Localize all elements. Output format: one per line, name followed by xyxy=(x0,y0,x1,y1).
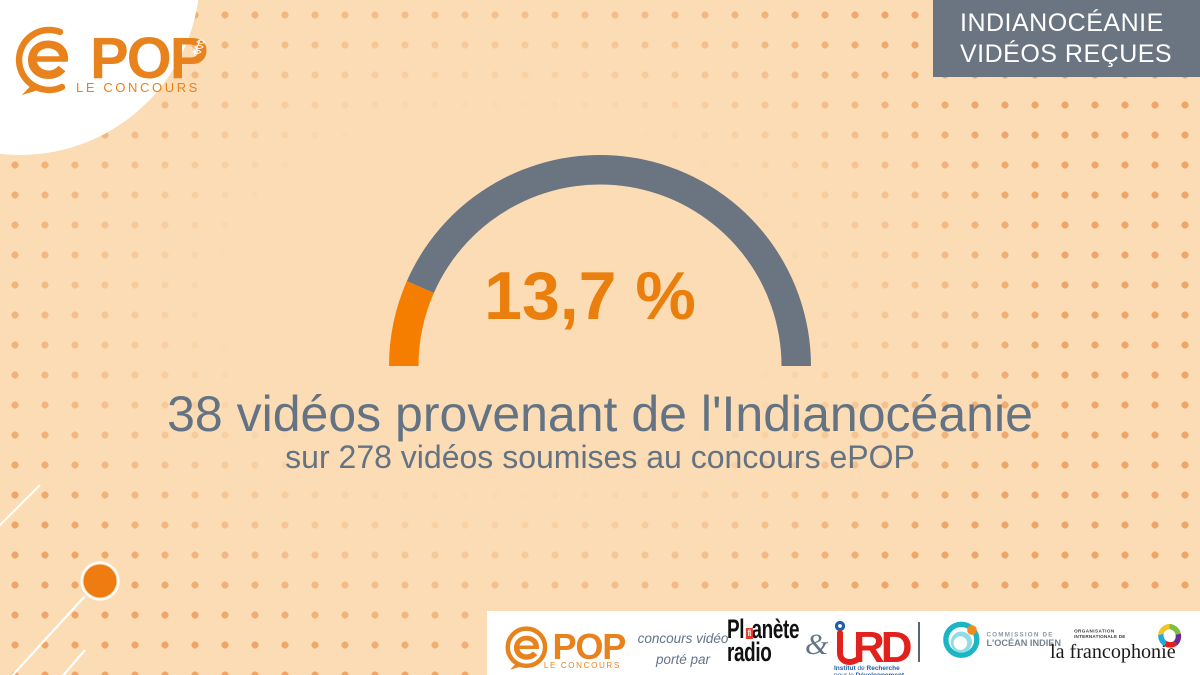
svg-text:la francophonie: la francophonie xyxy=(1050,641,1176,663)
svg-text:Institut de Recherche: Institut de Recherche xyxy=(834,665,900,672)
svg-text:ORGANISATION: ORGANISATION xyxy=(1074,629,1115,634)
svg-text:INTERNATIONALE DE: INTERNATIONALE DE xyxy=(1074,634,1125,639)
svg-text:COMMISSION DE: COMMISSION DE xyxy=(986,631,1053,638)
svg-text:LE CONCOURS: LE CONCOURS xyxy=(544,661,621,670)
